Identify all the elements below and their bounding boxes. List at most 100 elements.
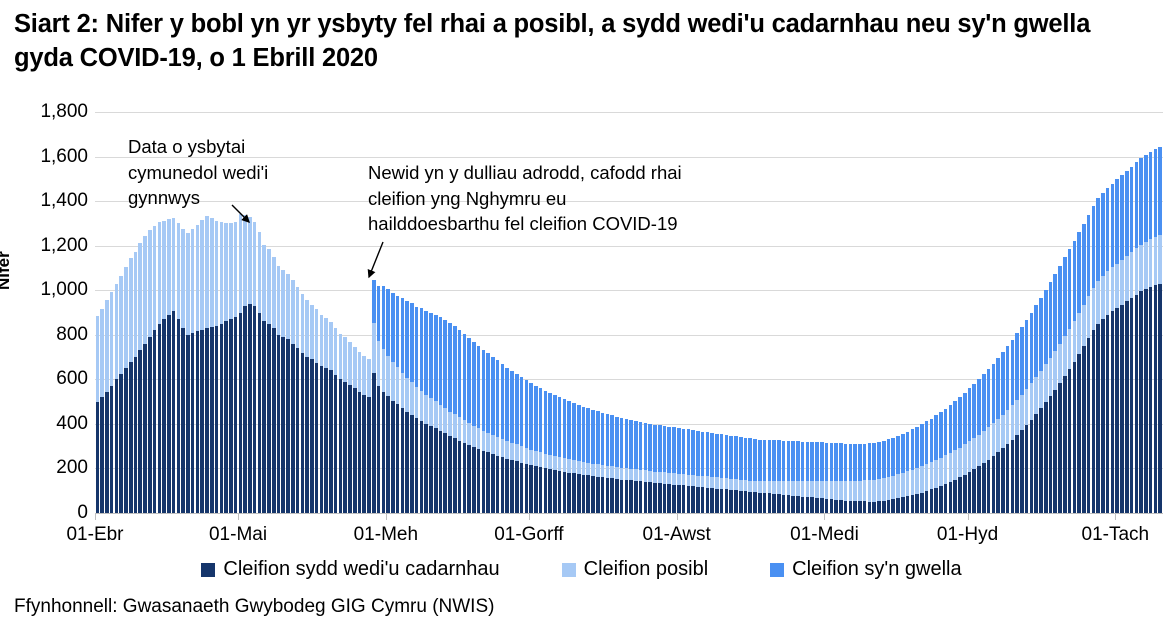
x-tick-label: 01-Hyd xyxy=(936,524,999,545)
bar-segment xyxy=(448,436,452,513)
bar-column xyxy=(271,112,276,513)
bar-segment xyxy=(1110,267,1115,312)
bar-segment xyxy=(653,471,657,483)
bar-segment xyxy=(267,249,271,324)
bar-segment xyxy=(290,343,295,513)
bar-segment xyxy=(805,481,810,497)
bar-segment xyxy=(124,266,128,369)
bar-segment xyxy=(405,377,409,412)
bar-segment xyxy=(719,477,724,489)
bar-segment xyxy=(343,381,347,513)
bar-segment xyxy=(438,404,443,432)
bar-column xyxy=(757,112,762,513)
bar-column xyxy=(1010,112,1015,513)
bar-column xyxy=(505,112,510,513)
bar-column xyxy=(553,112,558,513)
bar-segment xyxy=(1034,414,1038,513)
bar-segment xyxy=(410,382,414,415)
bar-segment xyxy=(986,427,991,460)
bar-segment xyxy=(896,435,900,475)
bar-segment xyxy=(800,441,805,482)
bar-segment xyxy=(367,397,371,513)
legend-item[interactable]: Cleifion sy'n gwella xyxy=(770,558,962,581)
bar-segment xyxy=(124,368,128,513)
bar-segment xyxy=(1115,308,1120,513)
bar-segment xyxy=(1015,399,1019,436)
bar-segment xyxy=(400,373,405,409)
bar-segment xyxy=(819,498,824,513)
bar-segment xyxy=(686,429,691,475)
bar-segment xyxy=(939,412,943,458)
bar-segment xyxy=(176,223,181,320)
bar-column xyxy=(562,112,567,513)
bar-segment xyxy=(872,501,876,513)
bar-column xyxy=(653,112,658,513)
bar-segment xyxy=(1120,304,1124,513)
bar-segment xyxy=(705,487,710,513)
bar-segment xyxy=(748,491,753,513)
bar-column xyxy=(419,112,424,513)
bar-segment xyxy=(1077,232,1081,313)
bar-segment xyxy=(724,434,729,479)
bar-segment xyxy=(1034,305,1038,378)
bar-segment xyxy=(677,484,681,513)
bar-segment xyxy=(1020,430,1024,513)
bar-column xyxy=(362,112,367,513)
bar-segment xyxy=(276,334,281,513)
bar-segment xyxy=(1129,166,1134,253)
bar-segment xyxy=(138,350,143,513)
bar-segment xyxy=(767,493,772,513)
bar-segment xyxy=(638,481,643,513)
bar-column xyxy=(567,112,572,513)
bar-segment xyxy=(686,485,691,513)
bar-segment xyxy=(472,447,476,513)
bar-segment xyxy=(881,440,886,479)
bar-segment xyxy=(900,433,905,473)
bar-segment xyxy=(229,319,233,513)
bar-column xyxy=(772,112,777,513)
bar-column xyxy=(452,112,457,513)
bar-segment xyxy=(281,270,286,338)
bar-segment xyxy=(810,441,815,482)
bar-segment xyxy=(886,439,891,477)
bar-segment xyxy=(95,401,100,513)
bar-segment xyxy=(453,438,457,513)
bar-segment xyxy=(243,305,247,513)
bar-column xyxy=(133,112,138,513)
bar-column xyxy=(619,112,624,513)
legend-item[interactable]: Cleifion sydd wedi'u cadarnhau xyxy=(201,558,500,581)
legend-item[interactable]: Cleifion posibl xyxy=(561,558,708,581)
bar-segment xyxy=(381,391,386,513)
bar-column xyxy=(572,112,577,513)
bar-column xyxy=(1053,112,1058,513)
bar-segment xyxy=(286,273,290,340)
bar-segment xyxy=(634,420,638,470)
bar-column xyxy=(438,112,443,513)
y-tick-label: 200 xyxy=(56,457,88,479)
bar-segment xyxy=(190,332,195,513)
bar-column xyxy=(1067,112,1072,513)
bar-column xyxy=(309,112,314,513)
bar-segment xyxy=(1158,283,1162,513)
y-axis-title: Nifer xyxy=(0,251,13,290)
bar-column xyxy=(462,112,467,513)
bar-segment xyxy=(1048,282,1053,358)
bar-segment xyxy=(657,483,662,513)
bar-segment xyxy=(1091,329,1096,513)
bar-segment xyxy=(486,452,490,513)
bar-segment xyxy=(505,440,510,459)
bar-segment xyxy=(553,395,557,456)
bar-segment xyxy=(414,387,419,419)
bar-segment xyxy=(996,452,1000,513)
bar-segment xyxy=(224,321,228,513)
bar-segment xyxy=(862,480,867,502)
bar-column xyxy=(1134,112,1139,513)
bar-column xyxy=(157,112,162,513)
bar-segment xyxy=(996,357,1000,419)
bar-column xyxy=(838,112,843,513)
bar-segment xyxy=(519,462,524,513)
bar-segment xyxy=(1053,389,1058,513)
bar-segment xyxy=(462,333,467,421)
bar-segment xyxy=(1024,388,1029,426)
